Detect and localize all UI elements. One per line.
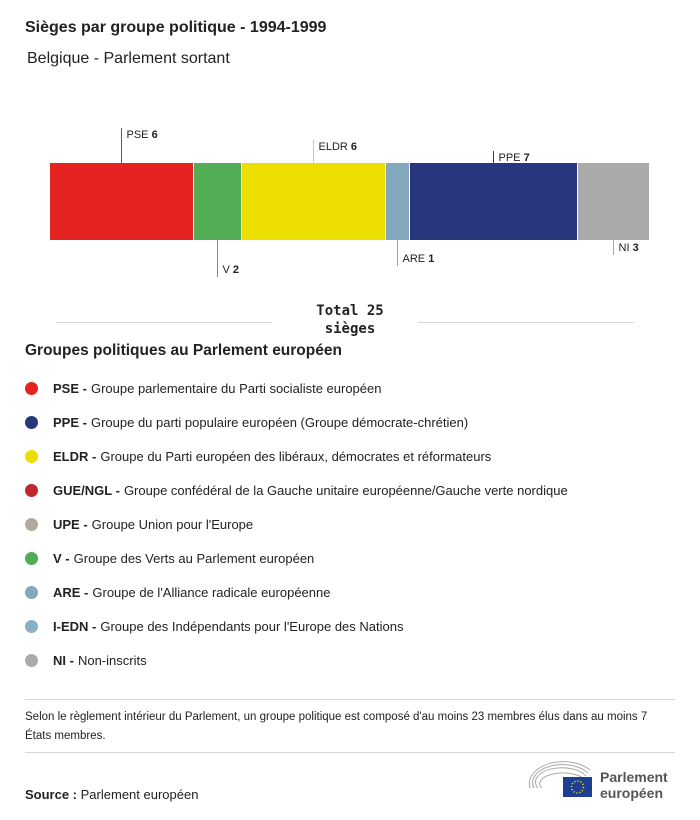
bar-segment-eldr: [242, 163, 385, 240]
chart-title: Sièges par groupe politique - 1994-1999: [25, 19, 327, 36]
legend-name: Groupe parlementaire du Parti socialiste…: [90, 380, 382, 396]
legend-abbr: V -: [53, 550, 70, 566]
divider: [56, 322, 272, 323]
data-label-pse: PSE 6: [127, 129, 158, 141]
legend-name: Groupe des Verts au Parlement européen: [73, 550, 315, 566]
logo-text: Parlement européen: [600, 769, 668, 801]
legend-item: PSE - Groupe parlementaire du Parti socia…: [25, 371, 568, 405]
legend-abbr: NI -: [53, 652, 74, 668]
legend-item: GUE/NGL - Groupe confédéral de la Gauche …: [25, 473, 568, 507]
legend-dot-icon: [25, 619, 38, 633]
seat-bar-chart: PSE 6 V 2 ELDR 6 ARE 1 PPE 7 NI 3: [50, 128, 649, 277]
source-label: Source :: [25, 787, 78, 802]
legend-abbr: I-EDN -: [53, 618, 97, 634]
legend-dot-icon: [25, 653, 38, 667]
logo-text-line: Parlement: [600, 769, 668, 785]
legend-name: Groupe de l'Alliance radicale européenne: [92, 584, 331, 600]
legend-item: NI - Non-inscrits: [25, 643, 568, 677]
bar-segment-ppe: [410, 163, 577, 240]
total-label: Total 25: [316, 303, 384, 319]
legend-dot-icon: [25, 517, 38, 531]
legend-abbr: PPE -: [53, 414, 87, 430]
legend-dot-icon: [25, 449, 38, 463]
bar-segment-are: [386, 163, 409, 240]
divider: [25, 752, 675, 753]
legend-name: Groupe du Parti européen des libéraux, d…: [100, 448, 492, 464]
legend-item: ARE - Groupe de l'Alliance radicale europ…: [25, 575, 568, 609]
legend-dot-icon: [25, 415, 38, 429]
legend-name: Groupe confédéral de la Gauche unitaire …: [123, 482, 568, 498]
legend-title: Groupes politiques au Parlement européen: [25, 342, 342, 359]
source-value: Parlement européen: [80, 787, 199, 802]
legend-item: UPE - Groupe Union pour l'Europe: [25, 507, 568, 541]
legend-abbr: UPE -: [53, 516, 88, 532]
legend-name: Groupe du parti populaire européen (Grou…: [90, 414, 469, 430]
legend-item: I-EDN - Groupe des Indépendants pour l'Eu…: [25, 609, 568, 643]
divider: [25, 699, 675, 700]
footnote: Selon le règlement intérieur du Parlemen…: [25, 711, 648, 742]
legend-dot-icon: [25, 551, 38, 565]
chart-subtitle: Belgique - Parlement sortant: [27, 50, 230, 67]
data-label-ppe: PPE 7: [499, 152, 530, 164]
legend-dot-icon: [25, 483, 38, 497]
legend-name: Groupe des Indépendants pour l'Europe de…: [100, 618, 404, 634]
legend-abbr: GUE/NGL -: [53, 482, 120, 498]
divider: [418, 322, 634, 323]
legend-item: PPE - Groupe du parti populaire européen …: [25, 405, 568, 439]
european-parliament-logo: [528, 761, 592, 797]
legend-abbr: ELDR -: [53, 448, 97, 464]
source: Source : Parlement européen: [25, 787, 198, 802]
bar-segment-pse: [50, 163, 193, 240]
data-label-are: ARE 1: [403, 253, 435, 265]
legend-dot-icon: [25, 381, 38, 395]
legend-item: ELDR - Groupe du Parti européen des libér…: [25, 439, 568, 473]
legend-abbr: PSE -: [53, 380, 87, 396]
legend-name: Non-inscrits: [77, 652, 147, 668]
legend-name: Groupe Union pour l'Europe: [91, 516, 254, 532]
total-seats: Total 25 sièges: [300, 302, 400, 338]
total-unit: sièges: [324, 321, 376, 337]
bar-segment-v: [194, 163, 241, 240]
legend-abbr: ARE -: [53, 584, 89, 600]
data-label-ni: NI 3: [619, 242, 639, 254]
legend: PSE - Groupe parlementaire du Parti socia…: [25, 371, 568, 677]
logo-text-line: européen: [600, 785, 664, 801]
bar-segment-ni: [578, 163, 649, 240]
legend-item: V - Groupe des Verts au Parlement europée…: [25, 541, 568, 575]
legend-dot-icon: [25, 585, 38, 599]
data-label-v: V 2: [223, 264, 240, 276]
data-label-eldr: ELDR 6: [319, 141, 358, 153]
